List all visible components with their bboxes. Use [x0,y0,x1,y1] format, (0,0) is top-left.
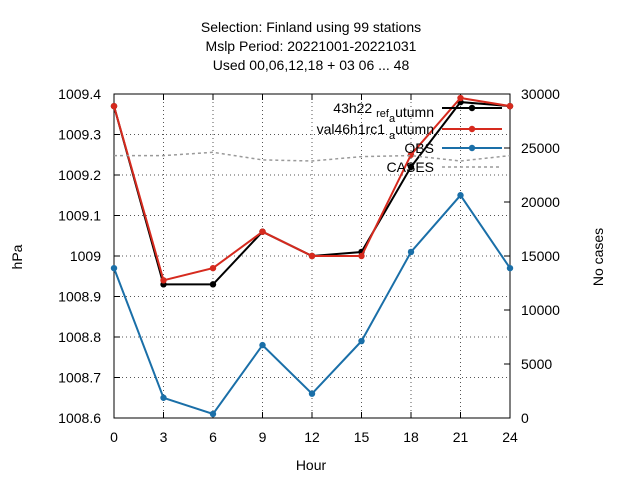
series-2-point-3 [259,341,266,349]
y2-tick-label-4: 20000 [521,194,560,210]
y-tick-label-8: 1009.4 [58,86,101,102]
series-2-point-0 [110,264,118,272]
series-2-point-1 [160,394,167,401]
series-2-point-7 [457,192,464,199]
y2-tick-label-3: 15000 [521,248,560,264]
y-tick-label-3: 1008.9 [58,289,101,305]
y-tick-label-7: 1009.3 [58,127,101,143]
chart-title-line-1: Selection: Finland using 99 stations [201,19,421,35]
legend-label-2: OBS [404,140,434,156]
chart-title-line-2: Mslp Period: 20221001-20221031 [206,38,417,54]
series-1-point-2 [209,264,217,272]
x-tick-label-3: 9 [259,429,267,445]
y-axis-label: hPa [9,244,25,269]
axes: 0 3 6 9 12 15 18 21 24 1008.6 1008.7 1008.8 1008.9 10… [58,86,560,445]
series [110,94,514,418]
x-tick-label-0: 0 [110,429,118,445]
series-1-point-8 [506,102,514,110]
x-tick-label-6: 18 [403,429,419,445]
series-1-point-1 [160,277,167,284]
series-0-point-2 [209,281,217,288]
legend-label-1: val46h1rc1 autumn [317,121,434,142]
y2-tick-label-1: 5000 [521,356,552,372]
y-tick-label-4: 1009 [70,248,101,264]
series-1-point-0 [110,102,118,110]
series-2-point-2 [209,410,217,418]
chart-title-line-3: Used 00,06,12,18 + 03 06 ... 48 [213,57,410,73]
y2-axis-label: No cases [590,228,606,286]
y-tick-label-6: 1009.2 [58,167,101,183]
x-tick-label-7: 21 [453,429,469,445]
series-2-point-4 [308,390,316,397]
series-line-3 [114,151,511,162]
series-2-point-6 [407,248,415,256]
y-tick-label-1: 1008.7 [58,370,101,386]
x-tick-label-1: 3 [160,429,168,445]
y2-tick-label-5: 25000 [521,140,560,156]
x-tick-label-5: 15 [354,429,370,445]
x-tick-label-4: 12 [304,429,320,445]
legend-label-0: 43h22 refautumn [333,100,434,125]
series-1-point-5 [358,252,365,260]
y-tick-label-0: 1008.6 [58,410,101,426]
y-tick-label-5: 1009.1 [58,208,101,224]
legend-marker-0 [468,104,476,112]
y-tick-label-2: 1008.8 [58,329,101,345]
y2-tick-label-6: 30000 [521,86,560,102]
y2-tick-label-0: 0 [521,410,529,426]
series-1-point-4 [308,252,316,260]
chart-title: Selection: Finland using 99 stations Msl… [201,19,421,73]
series-2-point-8 [506,264,514,272]
legend-label-3: CASES [387,159,434,175]
series-0-point-6 [407,163,415,171]
legend-marker-1 [468,125,476,133]
series-2-point-5 [358,337,365,345]
y2-tick-label-2: 10000 [521,302,560,318]
x-axis-label: Hour [296,457,327,473]
series-1-point-7 [457,94,464,102]
x-tick-label-2: 6 [209,429,217,445]
series-line-2 [113,193,511,416]
series-1-point-3 [259,228,266,235]
legend-marker-2 [468,144,476,152]
x-tick-label-8: 24 [502,429,518,445]
